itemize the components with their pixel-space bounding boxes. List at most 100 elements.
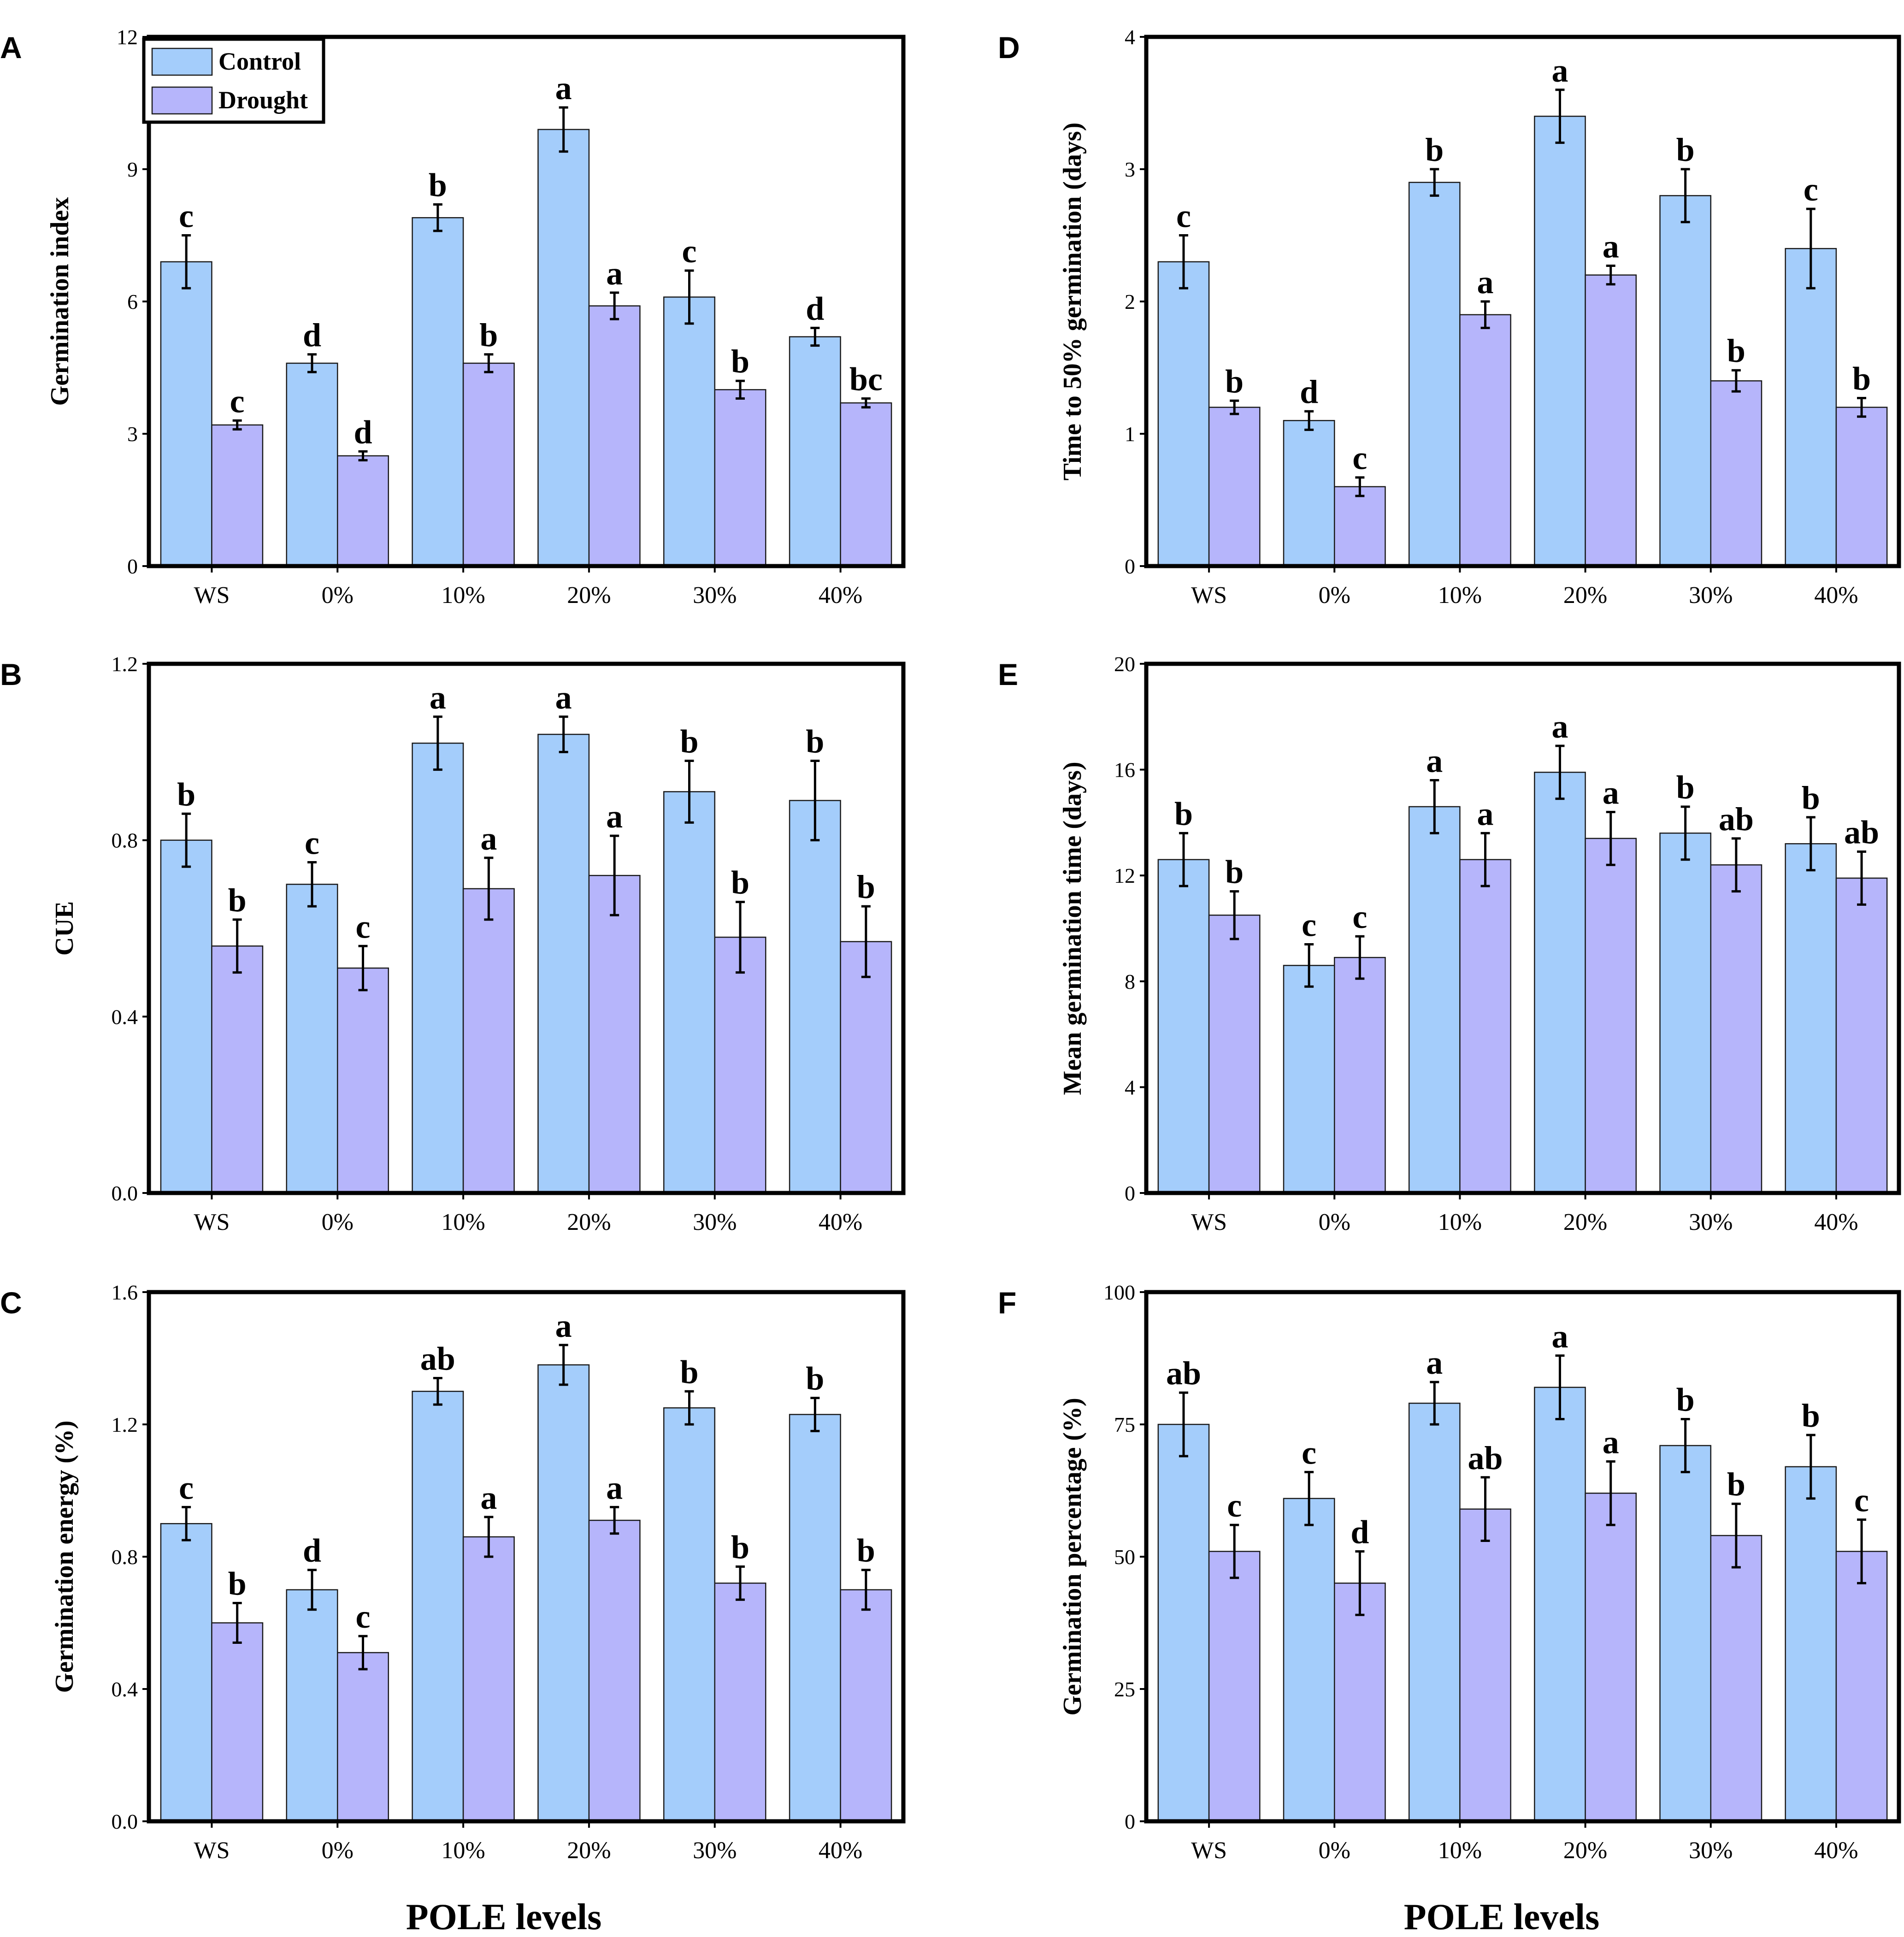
x-tick-label: 30% [1689,1209,1733,1235]
significance-letter: a [430,679,446,716]
panel-label: A [0,30,22,65]
significance-letter: d [303,1532,321,1569]
x-tick-label: 20% [567,582,611,608]
bar-control [1534,115,1586,567]
error-bar [1480,300,1490,329]
y-tick-label: 2 [1125,290,1135,313]
error-bar [1355,476,1365,497]
bar-control [1157,1423,1210,1822]
bar-control [1283,420,1335,567]
significance-letter: c [682,233,697,270]
legend-swatch-control [151,47,213,76]
plot-frame [1144,1290,1901,1824]
x-tick-label: 10% [1438,1209,1482,1235]
panel-label: C [0,1286,22,1320]
bar-drought [462,362,515,567]
significance-letter: b [680,1353,698,1390]
error-bar [1857,850,1867,906]
error-bar [1230,890,1239,940]
significance-letter: b [479,317,498,354]
bar-control [663,1407,715,1822]
x-tick-label: 0% [322,1837,354,1864]
error-bar [1304,1470,1314,1526]
x-tick-label: 30% [693,582,737,608]
bar-control [412,742,464,1194]
error-bar [610,1506,619,1535]
x-tick-label: 0% [322,1209,354,1235]
significance-letter: a [1551,1318,1568,1355]
error-bar [358,1635,368,1671]
error-bar [735,901,745,974]
bar-control [1785,248,1837,567]
x-tick-label: 30% [693,1837,737,1864]
significance-letter: a [1603,1423,1619,1460]
significance-letter: b [1676,769,1695,806]
bar-drought [1208,407,1261,567]
significance-letter: c [1352,898,1367,935]
significance-letter: a [1426,743,1443,780]
x-tick-label: 20% [1563,1837,1607,1864]
bar-drought [1835,407,1888,567]
error-bar [1480,832,1490,887]
error-bar [684,1390,694,1426]
y-axis-label: Time to 50% germination (days) [1058,123,1087,481]
bar-drought [337,455,389,567]
bar-drought [1710,1535,1763,1822]
error-bar [484,1516,494,1558]
bar-drought [588,1519,641,1822]
y-tick-label: 12 [117,25,138,49]
error-bar [484,856,494,921]
bar-control [1157,261,1210,567]
error-bar [484,353,494,373]
error-bar [1606,810,1615,866]
bar-drought [1585,838,1637,1194]
x-tick-label: 30% [1689,582,1733,608]
panel-b: B CUE 0.0 0.4 0.8 1.2 b b WS c c 0% a a 10% a a 20% b b 30% b… [0,652,906,1235]
significance-letter: a [1603,228,1619,265]
significance-letter: b [1174,795,1193,832]
bar-drought [1459,859,1511,1194]
bar-control [789,800,841,1194]
significance-letter: c [230,383,245,419]
bar-control [286,884,338,1194]
error-bar [182,1506,191,1541]
error-bar [684,759,694,824]
bar-drought [1208,915,1261,1194]
error-bar [433,715,442,771]
y-tick-label: 0.8 [112,829,138,852]
significance-letter: ab [1166,1355,1201,1392]
error-bar [810,759,820,842]
significance-letter: a [480,1479,497,1516]
error-bar [1179,1391,1188,1458]
y-tick-label: 1 [1125,422,1135,446]
bar-control [1408,806,1461,1194]
significance-letter: a [1426,1344,1443,1381]
error-bar [232,918,242,974]
bar-drought [714,936,766,1194]
error-bar [358,945,368,992]
y-axis-label: CUE [50,901,79,956]
bar-control [1283,1498,1335,1822]
significance-letter: a [555,1307,572,1344]
significance-letter: a [555,70,572,106]
significance-letter: b [1727,332,1745,369]
significance-letter: c [356,908,371,945]
bar-drought [337,967,389,1194]
significance-letter: a [1603,774,1619,811]
bar-control [537,733,590,1194]
x-tick-label: 10% [1438,582,1482,608]
significance-letter: a [606,255,623,292]
y-tick-label: 8 [1125,970,1135,993]
significance-letter: b [731,864,749,901]
x-tick-label: 10% [441,1837,485,1864]
error-bar [1179,832,1188,887]
legend-swatch-drought [151,86,213,115]
y-tick-label: 3 [127,422,138,446]
y-tick-label: 0 [127,555,138,578]
x-tick-label: 40% [1814,1837,1858,1864]
error-bar [1304,410,1314,431]
significance-letter: b [1802,780,1820,816]
significance-letter: c [1854,1482,1869,1519]
